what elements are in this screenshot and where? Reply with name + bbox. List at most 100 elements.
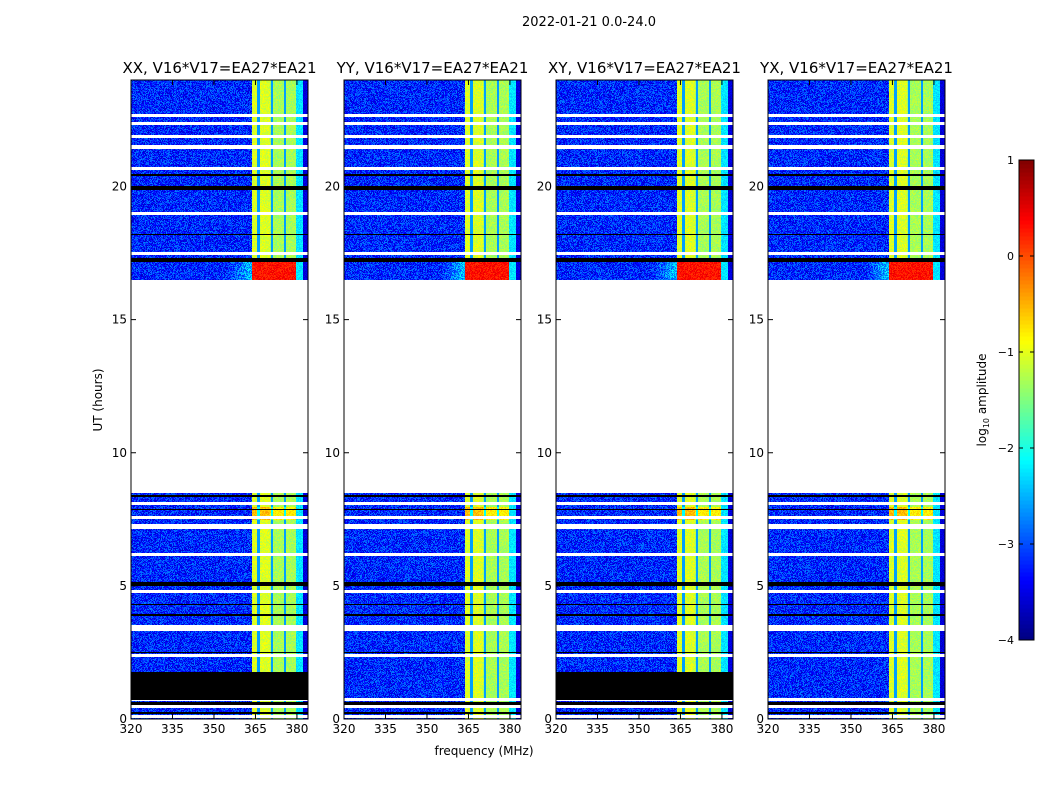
- y-tick-label: 10: [112, 446, 127, 460]
- colorbar-segment: [1019, 184, 1034, 189]
- colorbar-segment: [1019, 432, 1034, 437]
- x-tick-label: 380: [922, 722, 945, 736]
- colorbar-segment: [1019, 176, 1034, 181]
- colorbar-segment: [1019, 264, 1034, 269]
- colorbar-segment: [1019, 376, 1034, 381]
- colorbar-segment: [1019, 516, 1034, 521]
- colorbar-segment: [1019, 452, 1034, 457]
- colorbar-segment: [1019, 624, 1034, 629]
- colorbar-segment: [1019, 504, 1034, 509]
- colorbar-segment: [1019, 620, 1034, 625]
- colorbar-segment: [1019, 496, 1034, 501]
- colorbar-segment: [1019, 284, 1034, 289]
- colorbar-segment: [1019, 576, 1034, 581]
- colorbar-tick-label: −4: [998, 634, 1014, 647]
- colorbar-segment: [1019, 240, 1034, 245]
- colorbar-segment: [1019, 360, 1034, 365]
- colorbar-segment: [1019, 356, 1034, 361]
- colorbar-segment: [1019, 248, 1034, 253]
- x-tick-label: 320: [757, 722, 780, 736]
- y-tick-label: 5: [332, 579, 340, 593]
- colorbar-segment: [1019, 180, 1034, 185]
- colorbar-segment: [1019, 220, 1034, 225]
- y-tick-label: 15: [112, 313, 127, 327]
- colorbar-segment: [1019, 440, 1034, 445]
- x-tick-label: 335: [586, 722, 609, 736]
- y-tick-label: 5: [544, 579, 552, 593]
- y-axis-label: UT (hours): [91, 368, 105, 431]
- colorbar-segment: [1019, 604, 1034, 609]
- x-tick-label: 350: [840, 722, 863, 736]
- colorbar-segment: [1019, 380, 1034, 385]
- y-tick-label: 20: [325, 180, 340, 194]
- colorbar-segment: [1019, 196, 1034, 201]
- colorbar-segment: [1019, 252, 1034, 257]
- colorbar-segment: [1019, 420, 1034, 425]
- colorbar-segment: [1019, 392, 1034, 397]
- colorbar-segment: [1019, 320, 1034, 325]
- colorbar-segment: [1019, 236, 1034, 241]
- colorbar-segment: [1019, 572, 1034, 577]
- y-tick-label: 10: [749, 446, 764, 460]
- y-tick-label: 20: [749, 180, 764, 194]
- colorbar-segment: [1019, 216, 1034, 221]
- colorbar-segment: [1019, 272, 1034, 277]
- colorbar-segment: [1019, 288, 1034, 293]
- colorbar-segment: [1019, 540, 1034, 545]
- colorbar-segment: [1019, 276, 1034, 281]
- heatmap-xy: [556, 80, 733, 719]
- colorbar-segment: [1019, 468, 1034, 473]
- colorbar-segment: [1019, 568, 1034, 573]
- y-tick-label: 15: [537, 313, 552, 327]
- colorbar-segment: [1019, 580, 1034, 585]
- colorbar-segment: [1019, 424, 1034, 429]
- colorbar-segment: [1019, 476, 1034, 481]
- y-tick-label: 0: [119, 712, 127, 726]
- colorbar-tick-label: −1: [998, 346, 1014, 359]
- colorbar-tick-label: 1: [1007, 154, 1014, 167]
- y-tick-label: 5: [119, 579, 127, 593]
- colorbar: 1 0 −1 −2 −3 −4: [998, 154, 1035, 647]
- colorbar-segment: [1019, 316, 1034, 321]
- x-tick-label: 380: [498, 722, 521, 736]
- colorbar-segment: [1019, 416, 1034, 421]
- colorbar-segment: [1019, 464, 1034, 469]
- colorbar-segment: [1019, 564, 1034, 569]
- x-tick-label: 350: [628, 722, 651, 736]
- colorbar-segment: [1019, 212, 1034, 217]
- colorbar-segment: [1019, 340, 1034, 345]
- panel-frame: [767, 79, 946, 720]
- heatmap-yy: [344, 80, 521, 719]
- colorbar-tick-label: 0: [1007, 250, 1014, 263]
- x-tick-label: 335: [161, 722, 184, 736]
- colorbar-segment: [1019, 592, 1034, 597]
- colorbar-segment: [1019, 296, 1034, 301]
- panel-frame: [555, 79, 734, 720]
- colorbar-segment: [1019, 168, 1034, 173]
- colorbar-segment: [1019, 232, 1034, 237]
- colorbar-segment: [1019, 628, 1034, 633]
- y-tick-label: 0: [756, 712, 764, 726]
- colorbar-segment: [1019, 256, 1034, 261]
- panel-title: XX, V16*V17=EA27*EA21: [122, 59, 316, 77]
- colorbar-segment: [1019, 312, 1034, 317]
- x-axis-label: frequency (MHz): [434, 744, 533, 758]
- x-tick-label: 365: [881, 722, 904, 736]
- colorbar-segment: [1019, 200, 1034, 205]
- colorbar-segment: [1019, 536, 1034, 541]
- colorbar-segment: [1019, 448, 1034, 453]
- y-tick-label: 10: [325, 446, 340, 460]
- panel-xy: XY, V16*V17=EA27*EA21 320 335 350 365 380 0 5 10…: [537, 59, 741, 736]
- x-tick-label: 350: [203, 722, 226, 736]
- colorbar-tick-label: −3: [998, 538, 1014, 551]
- colorbar-segment: [1019, 352, 1034, 357]
- colorbar-segment: [1019, 208, 1034, 213]
- colorbar-segment: [1019, 172, 1034, 177]
- y-tick-label: 0: [544, 712, 552, 726]
- colorbar-segment: [1019, 544, 1034, 549]
- colorbar-segment: [1019, 528, 1034, 533]
- colorbar-segment: [1019, 552, 1034, 557]
- panel-yy: YY, V16*V17=EA27*EA21 320 335 350 365 380 0 5 10…: [325, 59, 529, 736]
- colorbar-segment: [1019, 616, 1034, 621]
